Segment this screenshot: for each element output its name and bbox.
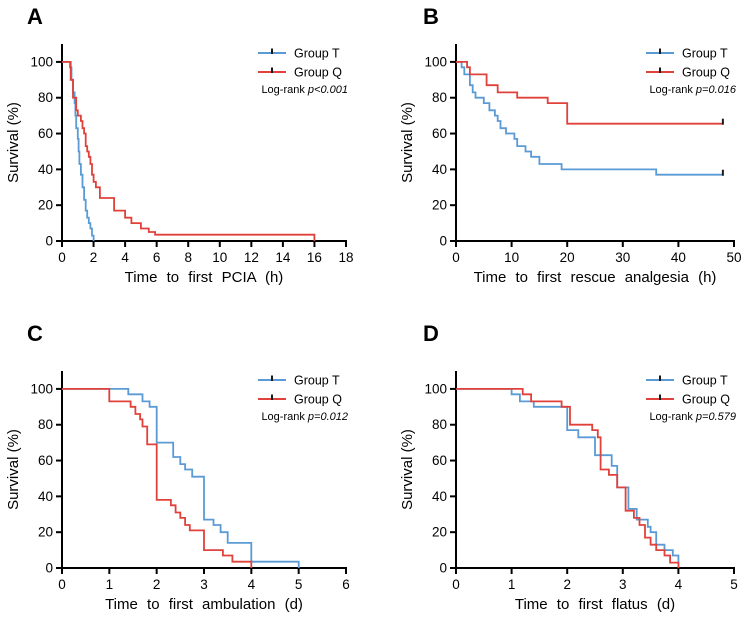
x-axis-title: Time to first rescue analgesia (h) bbox=[474, 269, 717, 286]
x-tick-label: 0 bbox=[58, 577, 66, 592]
x-tick-label: 4 bbox=[675, 577, 683, 592]
km-curve-group-q bbox=[456, 388, 680, 568]
x-tick-label: 6 bbox=[153, 250, 161, 265]
y-tick-label: 0 bbox=[439, 561, 447, 576]
legend-label-group-q: Group Q bbox=[682, 393, 730, 407]
y-tick-label: 100 bbox=[30, 381, 53, 396]
y-tick-label: 80 bbox=[432, 90, 447, 105]
x-tick-label: 16 bbox=[307, 250, 322, 265]
y-tick-label: 40 bbox=[38, 162, 53, 177]
x-tick-label: 40 bbox=[671, 250, 686, 265]
x-tick-label: 3 bbox=[200, 577, 208, 592]
x-tick-label: 4 bbox=[121, 250, 129, 265]
x-tick-label: 10 bbox=[212, 250, 227, 265]
x-axis-title: Time to first ambulation (d) bbox=[105, 596, 303, 613]
panel-c-label: C bbox=[27, 321, 43, 346]
logrank-annotation: Log-rank p=0.016 bbox=[649, 84, 736, 96]
x-tick-label: 2 bbox=[563, 577, 571, 592]
x-tick-label: 1 bbox=[508, 577, 516, 592]
km-curve-group-t bbox=[456, 388, 680, 568]
y-tick-label: 20 bbox=[432, 198, 447, 213]
y-tick-label: 80 bbox=[38, 90, 53, 105]
x-tick-label: 50 bbox=[726, 250, 741, 265]
legend-label-group-t: Group T bbox=[294, 374, 340, 388]
x-tick-label: 4 bbox=[248, 577, 256, 592]
logrank-annotation: Log-rank p=0.012 bbox=[261, 411, 348, 423]
km-curve-group-q bbox=[62, 61, 316, 241]
legend-label-group-t: Group T bbox=[682, 47, 728, 61]
x-tick-label: 30 bbox=[615, 250, 630, 265]
y-tick-label: 0 bbox=[45, 561, 53, 576]
y-tick-label: 40 bbox=[38, 489, 53, 504]
y-tick-label: 60 bbox=[38, 126, 53, 141]
x-tick-label: 20 bbox=[560, 250, 575, 265]
y-tick-label: 0 bbox=[439, 234, 447, 249]
km-curve-group-t bbox=[456, 61, 723, 176]
y-tick-label: 40 bbox=[432, 489, 447, 504]
logrank-annotation: Log-rank p<0.001 bbox=[261, 84, 348, 96]
km-curve-group-t bbox=[62, 388, 300, 568]
x-tick-label: 8 bbox=[184, 250, 192, 265]
y-axis-title: Survival (%) bbox=[399, 429, 416, 510]
x-axis-title: Time to first PCIA (h) bbox=[125, 269, 284, 286]
x-tick-label: 0 bbox=[452, 577, 460, 592]
x-tick-label: 0 bbox=[58, 250, 66, 265]
panel-b-label: B bbox=[423, 4, 439, 29]
x-tick-label: 1 bbox=[106, 577, 114, 592]
legend-label-group-q: Group Q bbox=[294, 393, 342, 407]
x-tick-label: 3 bbox=[619, 577, 627, 592]
legend-label-group-q: Group Q bbox=[682, 66, 730, 80]
y-tick-label: 60 bbox=[432, 126, 447, 141]
x-tick-label: 10 bbox=[504, 250, 519, 265]
legend-label-group-t: Group T bbox=[294, 47, 340, 61]
y-tick-label: 60 bbox=[432, 453, 447, 468]
x-tick-label: 2 bbox=[90, 250, 98, 265]
x-tick-label: 12 bbox=[244, 250, 259, 265]
panel-a-label: A bbox=[27, 4, 43, 29]
panel-d-chart: 0 20 40 60 80 100 0 1 2 3 4 5 Time to first flatus (… bbox=[399, 371, 738, 613]
y-tick-label: 20 bbox=[38, 525, 53, 540]
y-tick-label: 80 bbox=[38, 417, 53, 432]
x-tick-label: 6 bbox=[342, 577, 350, 592]
x-axis-title: Time to first flatus (d) bbox=[515, 596, 675, 613]
x-tick-label: 18 bbox=[338, 250, 353, 265]
y-tick-label: 100 bbox=[424, 54, 447, 69]
panel-b: B 0 20 40 60 80 100 0 10 20 30 40 50 Time to first r… bbox=[376, 0, 753, 309]
y-tick-label: 40 bbox=[432, 162, 447, 177]
panel-b-chart: 0 20 40 60 80 100 0 10 20 30 40 50 Time to first res… bbox=[399, 44, 742, 286]
y-tick-label: 100 bbox=[30, 54, 53, 69]
panel-a: A 0 20 40 60 80 100 0 2 4 6 8 10 12 14 16 18 Time to fir… bbox=[0, 0, 376, 309]
y-axis-title: Survival (%) bbox=[5, 102, 22, 183]
panel-d: D 0 20 40 60 80 100 0 1 2 3 4 5 Time to first flatus… bbox=[376, 309, 753, 618]
km-curve-group-q bbox=[62, 388, 253, 568]
y-tick-label: 20 bbox=[432, 525, 447, 540]
y-axis-title: Survival (%) bbox=[399, 102, 416, 183]
x-tick-label: 14 bbox=[275, 250, 291, 265]
y-tick-label: 0 bbox=[45, 234, 53, 249]
logrank-annotation: Log-rank p=0.579 bbox=[649, 411, 736, 423]
y-axis-title: Survival (%) bbox=[5, 429, 22, 510]
legend-label-group-t: Group T bbox=[682, 374, 728, 388]
legend-label-group-q: Group Q bbox=[294, 66, 342, 80]
x-tick-label: 2 bbox=[153, 577, 161, 592]
y-tick-label: 100 bbox=[424, 381, 447, 396]
y-tick-label: 60 bbox=[38, 453, 53, 468]
panel-c: C 0 20 40 60 80 100 0 1 2 3 4 5 6 Time to first ambul… bbox=[0, 309, 376, 618]
x-tick-label: 5 bbox=[730, 577, 738, 592]
panel-c-chart: 0 20 40 60 80 100 0 1 2 3 4 5 6 Time to first ambulat… bbox=[5, 371, 350, 613]
panel-d-label: D bbox=[423, 321, 439, 346]
km-curve-group-q bbox=[456, 61, 723, 125]
y-tick-label: 80 bbox=[432, 417, 447, 432]
y-tick-label: 20 bbox=[38, 198, 53, 213]
x-tick-label: 0 bbox=[452, 250, 460, 265]
panel-a-chart: 0 20 40 60 80 100 0 2 4 6 8 10 12 14 16 18 Time to first… bbox=[5, 44, 354, 286]
x-tick-label: 5 bbox=[295, 577, 303, 592]
